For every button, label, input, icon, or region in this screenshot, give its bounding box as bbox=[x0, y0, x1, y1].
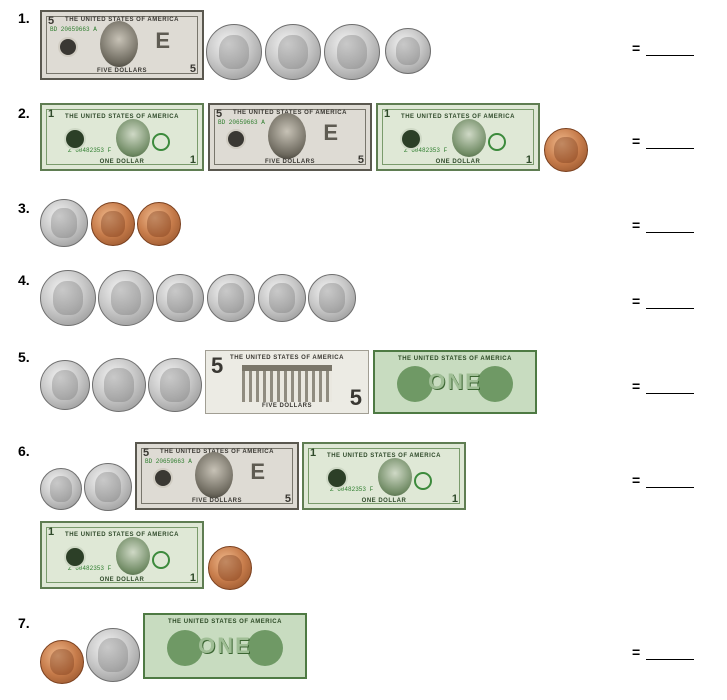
problem-number-5: 5. bbox=[18, 349, 30, 365]
problem-number-1: 1. bbox=[18, 10, 30, 26]
answer-blank-6[interactable]: = bbox=[632, 472, 695, 488]
problem-number-6: 6. bbox=[18, 443, 30, 459]
one-dollar-bill-back: THE UNITED STATES OF AMERICA ONE bbox=[143, 613, 307, 679]
five-dollar-bill-front: THE UNITED STATES OF AMERICA 5 5 BD 2065… bbox=[208, 103, 372, 171]
quarter-coin bbox=[206, 24, 262, 80]
problem-number-4: 4. bbox=[18, 272, 30, 288]
nickel-coin bbox=[308, 274, 356, 322]
answer-blank-1[interactable]: = bbox=[632, 40, 695, 56]
penny-coin bbox=[208, 546, 252, 590]
five-dollar-bill-front: THE UNITED STATES OF AMERICA 5 5 BD 2065… bbox=[135, 442, 299, 510]
dime-coin bbox=[40, 468, 82, 510]
quarter-coin bbox=[265, 24, 321, 80]
quarter-coin bbox=[92, 358, 146, 412]
answer-blank-7[interactable]: = bbox=[632, 644, 695, 660]
nickel-coin bbox=[207, 274, 255, 322]
answer-blank-4[interactable]: = bbox=[632, 293, 695, 309]
penny-coin bbox=[40, 640, 84, 684]
problem-number-7: 7. bbox=[18, 615, 30, 631]
quarter-coin bbox=[324, 24, 380, 80]
quarter-coin bbox=[86, 628, 140, 682]
penny-coin bbox=[544, 128, 588, 172]
answer-blank-2[interactable]: = bbox=[632, 133, 695, 149]
quarter-coin bbox=[40, 270, 96, 326]
answer-blank-5[interactable]: = bbox=[632, 378, 695, 394]
one-dollar-bill-front: THE UNITED STATES OF AMERICA 1 1 Z 60482… bbox=[376, 103, 540, 171]
quarter-coin bbox=[148, 358, 202, 412]
penny-coin bbox=[91, 202, 135, 246]
five-dollar-bill-back: THE UNITED STATES OF AMERICA 5 5 FIVE DO… bbox=[205, 350, 369, 414]
nickel-coin bbox=[40, 360, 90, 410]
one-dollar-bill-front: THE UNITED STATES OF AMERICA 1 1 Z 60482… bbox=[302, 442, 466, 510]
answer-blank-3[interactable]: = bbox=[632, 217, 695, 233]
one-dollar-bill-front: THE UNITED STATES OF AMERICA 1 1 Z 60482… bbox=[40, 103, 204, 171]
nickel-coin bbox=[385, 28, 431, 74]
problem-number-3: 3. bbox=[18, 200, 30, 216]
nickel-coin bbox=[156, 274, 204, 322]
penny-coin bbox=[137, 202, 181, 246]
quarter-coin bbox=[98, 270, 154, 326]
nickel-coin bbox=[258, 274, 306, 322]
nickel-coin bbox=[40, 199, 88, 247]
five-dollar-bill-front: THE UNITED STATES OF AMERICA 5 5 BD 2065… bbox=[40, 10, 204, 80]
one-dollar-bill-front: THE UNITED STATES OF AMERICA 1 1 Z 60482… bbox=[40, 521, 204, 589]
nickel-coin bbox=[84, 463, 132, 511]
problem-number-2: 2. bbox=[18, 105, 30, 121]
one-dollar-bill-back: THE UNITED STATES OF AMERICA ONE bbox=[373, 350, 537, 414]
